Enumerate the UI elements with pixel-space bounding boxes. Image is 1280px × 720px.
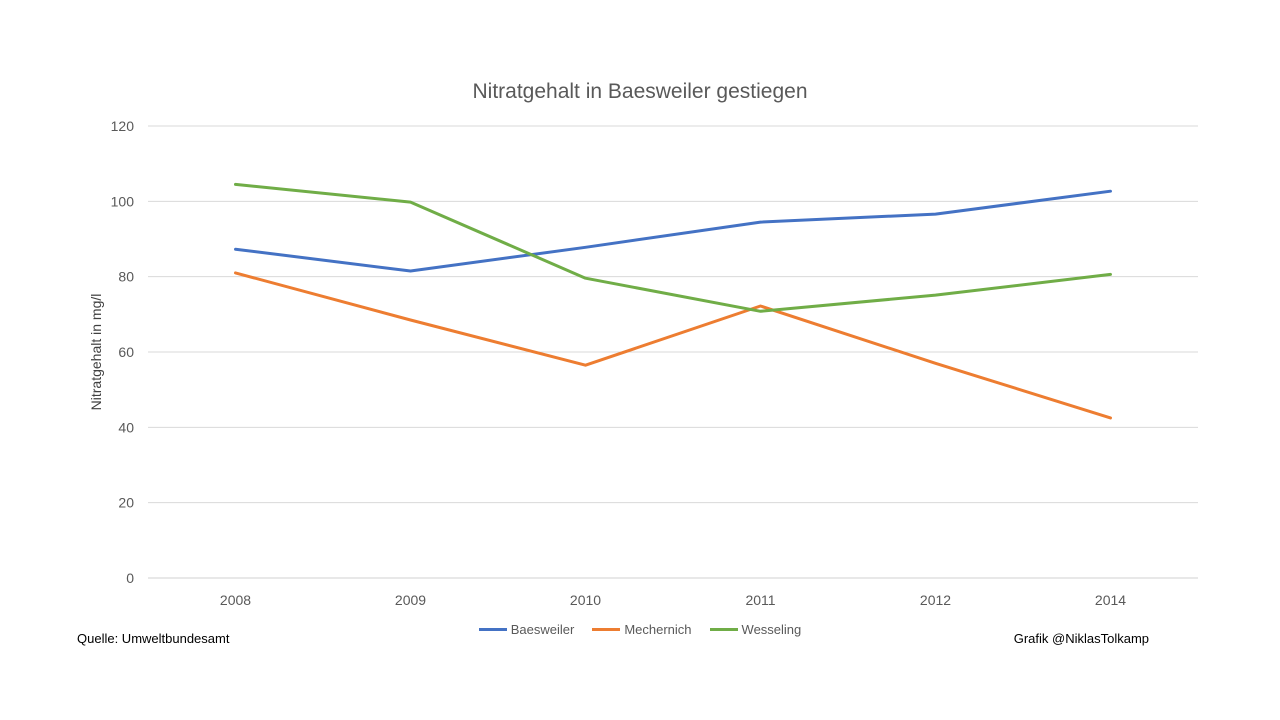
source-note: Quelle: Umweltbundesamt (77, 631, 230, 646)
series-line-mechernich (234, 271, 1112, 420)
legend-label-mechernich: Mechernich (624, 622, 692, 637)
legend-item-baesweiler: Baesweiler (478, 622, 575, 637)
legend-label-wesseling: Wesseling (741, 622, 802, 637)
y-tick-label: 60 (118, 344, 134, 360)
legend-item-mechernich: Mechernich (592, 622, 692, 637)
x-tick-label: 2011 (745, 592, 775, 608)
legend-swatch-wesseling (709, 628, 738, 631)
credit-note: Grafik @NiklasTolkamp (1013, 631, 1149, 646)
x-tick-label: 2009 (395, 592, 426, 608)
legend-item-wesseling: Wesseling (709, 622, 802, 637)
legend-label-baesweiler: Baesweiler (510, 622, 575, 637)
y-tick-label: 20 (118, 495, 134, 511)
legend-swatch-baesweiler (478, 628, 507, 631)
x-tick-label: 2014 (1095, 592, 1126, 608)
series-line-baesweiler (234, 189, 1112, 273)
y-tick-label: 40 (118, 419, 134, 435)
x-tick-label: 2010 (570, 592, 601, 608)
series-line-wesseling (234, 182, 1112, 313)
legend: Baesweiler Mechernich Wesseling (0, 622, 1280, 637)
x-tick-label: 2008 (220, 592, 251, 608)
y-tick-label: 0 (126, 570, 134, 586)
legend-swatch-mechernich (592, 628, 621, 631)
chart-title: Nitratgehalt in Baesweiler gestiegen (472, 80, 808, 103)
y-tick-label: 120 (111, 118, 135, 134)
y-tick-label: 80 (118, 269, 134, 285)
x-tick-label: 2012 (920, 592, 951, 608)
y-tick-label: 100 (111, 193, 135, 209)
